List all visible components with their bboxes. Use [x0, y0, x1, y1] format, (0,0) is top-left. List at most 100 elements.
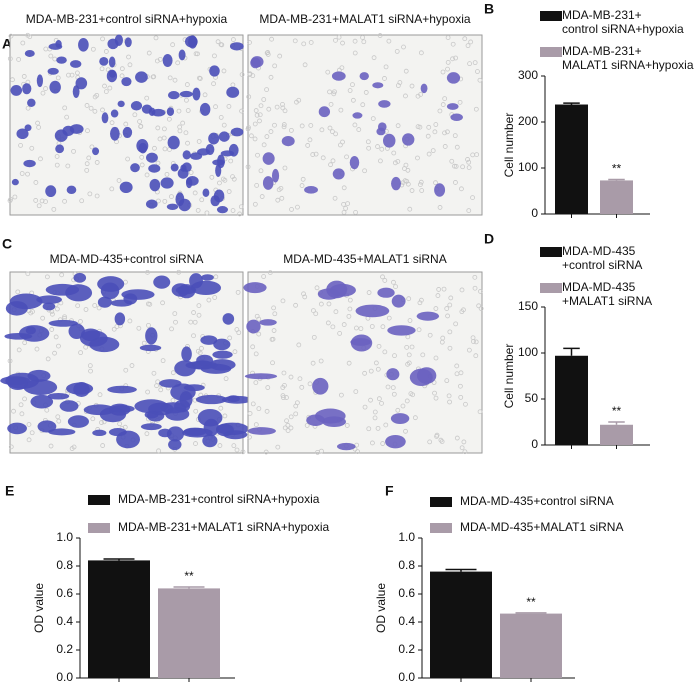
pore [300, 176, 306, 182]
pore [307, 137, 313, 143]
y-tick-label: 0 [531, 206, 538, 220]
cell [382, 133, 396, 148]
pore [434, 433, 439, 439]
pore [466, 159, 472, 165]
cell [25, 326, 36, 335]
pore [180, 120, 186, 126]
pore [395, 407, 401, 413]
pore [375, 366, 381, 372]
panel-label: E [5, 483, 14, 499]
cell [135, 71, 148, 83]
pore [328, 162, 333, 168]
cell [160, 177, 174, 189]
pore [302, 294, 308, 300]
cell [250, 57, 261, 69]
pore [285, 422, 291, 428]
pore [19, 411, 25, 417]
pore [401, 44, 406, 50]
pore [284, 395, 289, 400]
panel-label: A [2, 36, 12, 52]
pore [382, 76, 387, 81]
pore [196, 139, 202, 144]
pore [313, 311, 319, 317]
pore [227, 335, 233, 341]
pore [461, 439, 467, 445]
pore [366, 145, 372, 151]
pore [195, 51, 200, 57]
cell [312, 377, 329, 395]
pore [379, 400, 384, 406]
cell [271, 168, 280, 183]
pore [151, 74, 157, 80]
pore [71, 148, 76, 154]
pore [212, 53, 217, 59]
pore [237, 211, 243, 217]
cell [179, 391, 193, 408]
pore [370, 116, 376, 121]
pore [391, 279, 396, 285]
pore [466, 347, 472, 353]
pore [460, 164, 466, 170]
cell [352, 112, 363, 119]
image-caption: MDA-MB-231+control siRNA+hypoxia [25, 12, 228, 26]
pore [268, 129, 274, 134]
legend-swatch [540, 11, 562, 21]
bar [500, 613, 562, 678]
pore [209, 174, 215, 180]
pore [240, 449, 246, 455]
pore [239, 108, 244, 114]
pore [146, 50, 152, 56]
y-tick-label: 0.4 [56, 614, 73, 628]
cell [130, 101, 143, 111]
cell [350, 334, 373, 352]
pore [144, 172, 150, 178]
pore [139, 154, 145, 160]
pore [433, 395, 439, 401]
pore [97, 392, 103, 398]
pore [100, 107, 105, 113]
pore [391, 150, 397, 156]
pore [271, 328, 277, 333]
pore [278, 185, 284, 191]
cell [222, 313, 235, 325]
pore [405, 181, 411, 187]
cell [114, 312, 126, 326]
pore [450, 41, 456, 47]
pore [379, 146, 385, 152]
pore [215, 39, 221, 45]
cell [185, 177, 193, 189]
pore [380, 441, 386, 446]
pore [88, 368, 93, 374]
pore [440, 335, 446, 341]
pore [318, 301, 324, 307]
pore [418, 50, 424, 56]
pore [353, 210, 358, 215]
pore [380, 324, 386, 330]
pore [185, 108, 191, 113]
pore [442, 96, 448, 102]
pore [473, 106, 479, 112]
legend-entry: MDA-MB-231+MALAT1 siRNA+hypoxia [118, 520, 330, 534]
cell [69, 124, 84, 134]
significance: ** [184, 569, 194, 583]
pore [302, 62, 308, 68]
y-tick-label: 0.6 [398, 586, 415, 600]
pore [371, 55, 377, 61]
pore [16, 57, 22, 62]
pore [258, 168, 264, 174]
y-tick-label: 0.0 [56, 670, 73, 684]
pore [92, 303, 98, 308]
cell [73, 382, 90, 397]
legend-swatch [540, 247, 562, 257]
pore [43, 199, 48, 204]
pore [440, 69, 446, 75]
cell [244, 373, 278, 380]
pore [34, 346, 40, 352]
pore [445, 35, 451, 40]
cell [213, 338, 231, 351]
pore [78, 350, 83, 356]
legend-swatch [88, 523, 110, 533]
pore [195, 348, 201, 354]
pore [293, 302, 298, 308]
